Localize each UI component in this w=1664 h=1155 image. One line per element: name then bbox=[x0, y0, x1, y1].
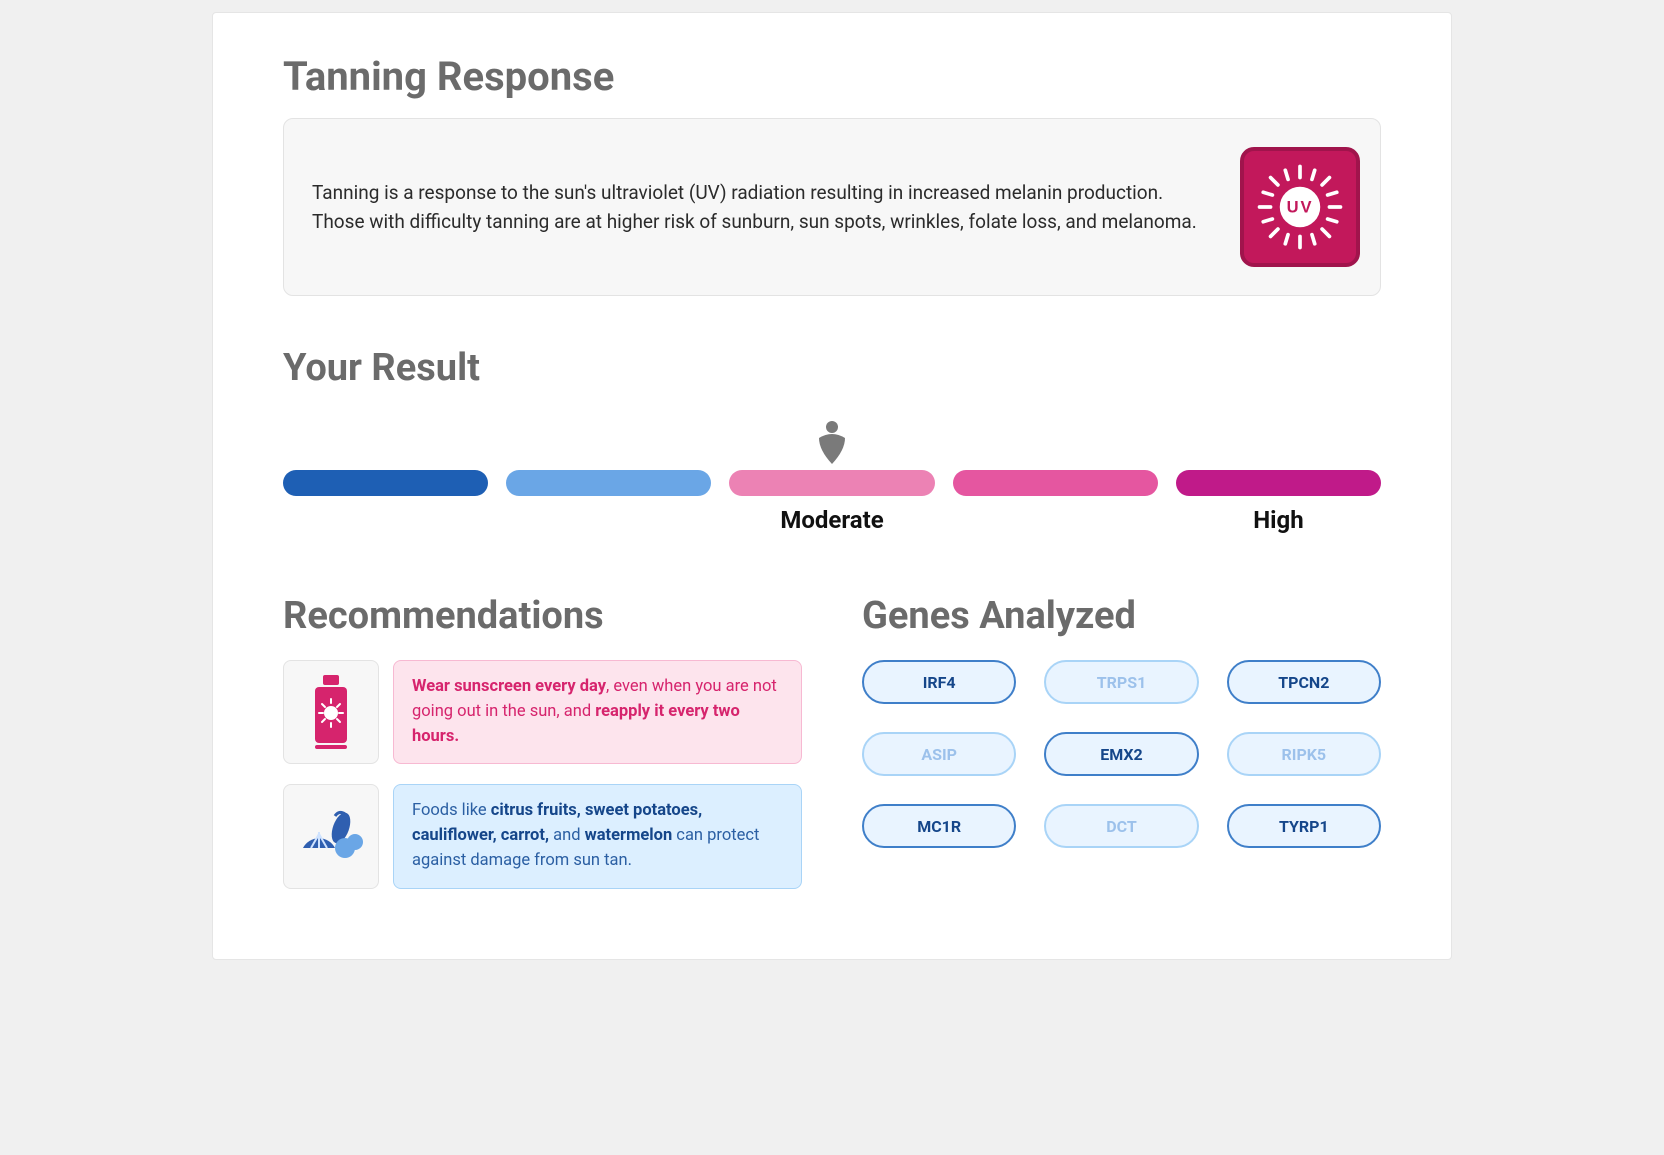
uv-badge: UV bbox=[1240, 147, 1360, 267]
scale-row bbox=[283, 470, 1381, 496]
info-box: Tanning is a response to the sun's ultra… bbox=[283, 118, 1381, 296]
scale-segment bbox=[283, 470, 488, 496]
gene-pill: ASIP bbox=[862, 732, 1016, 776]
result-title: Your Result bbox=[283, 346, 1381, 390]
gene-pill: TPCN2 bbox=[1227, 660, 1381, 704]
recommendation-text: Wear sunscreen every day, even when you … bbox=[393, 660, 802, 764]
sunscreen-tube-icon bbox=[283, 660, 379, 764]
scale-segment bbox=[506, 470, 711, 496]
gene-pill: DCT bbox=[1044, 804, 1198, 848]
scale-segment bbox=[953, 470, 1158, 496]
scale-label bbox=[506, 506, 711, 534]
gene-pill: MC1R bbox=[862, 804, 1016, 848]
scale-segment bbox=[1176, 470, 1381, 496]
scale-segment bbox=[729, 470, 934, 496]
recommendation-text: Foods like citrus fruits, sweet potatoes… bbox=[393, 784, 802, 888]
gene-pill: EMX2 bbox=[1044, 732, 1198, 776]
scale-label: Moderate bbox=[729, 506, 934, 534]
recommendations-title: Recommendations bbox=[283, 594, 802, 638]
recommendations-column: Recommendations Wear sunscreen every day… bbox=[283, 544, 802, 909]
result-marker-icon bbox=[815, 420, 849, 470]
scale-label bbox=[953, 506, 1158, 534]
scale-label bbox=[283, 506, 488, 534]
gene-pill: RIPK5 bbox=[1227, 732, 1381, 776]
recommendations-list: Wear sunscreen every day, even when you … bbox=[283, 660, 802, 889]
gene-pill: TYRP1 bbox=[1227, 804, 1381, 848]
lower-columns: Recommendations Wear sunscreen every day… bbox=[283, 544, 1381, 909]
report-page: Tanning Response Tanning is a response t… bbox=[212, 12, 1452, 960]
marker-row bbox=[283, 420, 1381, 470]
result-scale: Moderate High bbox=[283, 420, 1381, 534]
info-text: Tanning is a response to the sun's ultra… bbox=[312, 178, 1216, 237]
gene-pill: TRPS1 bbox=[1044, 660, 1198, 704]
recommendation-card: Wear sunscreen every day, even when you … bbox=[283, 660, 802, 764]
genes-title: Genes Analyzed bbox=[862, 594, 1381, 638]
scale-labels: Moderate High bbox=[283, 506, 1381, 534]
sun-uv-icon: UV bbox=[1254, 161, 1346, 253]
recommendation-card: Foods like citrus fruits, sweet potatoes… bbox=[283, 784, 802, 888]
genes-grid: IRF4 TRPS1 TPCN2 ASIP EMX2 RIPK5 MC1R DCT TYRP1 bbox=[862, 660, 1381, 848]
gene-pill: IRF4 bbox=[862, 660, 1016, 704]
genes-column: Genes Analyzed IRF4 TRPS1 TPCN2 ASIP EMX2 RIP… bbox=[862, 544, 1381, 909]
uv-badge-label: UV bbox=[1287, 198, 1314, 217]
foods-icon bbox=[283, 784, 379, 888]
page-title: Tanning Response bbox=[283, 53, 1381, 100]
scale-label: High bbox=[1176, 506, 1381, 534]
